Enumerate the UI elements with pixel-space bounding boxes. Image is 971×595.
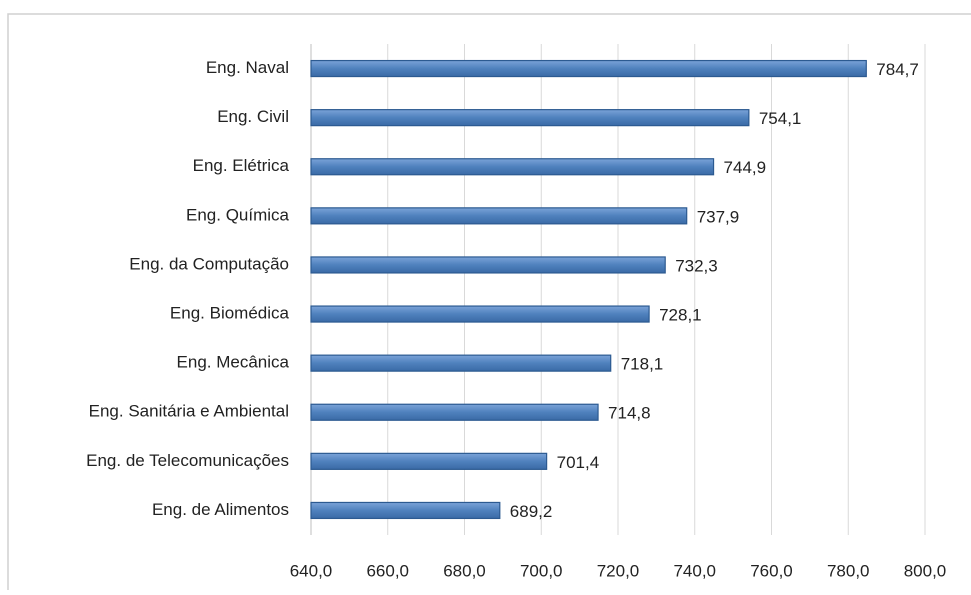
value-label: 744,9: [724, 158, 767, 177]
x-tick-label: 740,0: [673, 561, 716, 580]
bar: [310, 256, 666, 274]
value-label: 718,1: [621, 355, 664, 374]
value-label: 714,8: [608, 404, 651, 423]
bar: [310, 452, 548, 470]
bar: [310, 109, 750, 127]
y-tick-label: Eng. Naval: [206, 58, 289, 77]
y-tick-label: Eng. Civil: [217, 107, 289, 126]
value-label: 784,7: [876, 60, 919, 79]
x-tick-label: 640,0: [290, 561, 333, 580]
y-tick-label: Eng. Biomédica: [170, 304, 290, 323]
x-tick-label: 760,0: [750, 561, 793, 580]
x-tick-label: 780,0: [827, 561, 870, 580]
value-label: 732,3: [675, 256, 718, 275]
y-tick-label: Eng. Sanitária e Ambiental: [89, 402, 289, 421]
y-tick-label: Eng. Química: [186, 205, 290, 224]
bar: [310, 158, 715, 176]
chart-frame: [7, 13, 971, 595]
x-tick-label: 720,0: [597, 561, 640, 580]
x-tick-label: 700,0: [520, 561, 563, 580]
x-tick-label: 660,0: [366, 561, 409, 580]
bar: [310, 59, 867, 78]
bar: [310, 501, 501, 520]
y-tick-label: Eng. de Telecomunicações: [86, 451, 289, 470]
value-label: 689,2: [510, 502, 553, 521]
value-label: 701,4: [557, 453, 600, 472]
bar: [310, 403, 599, 421]
bar: [310, 305, 650, 323]
y-tick-label: Eng. Elétrica: [193, 156, 290, 175]
y-tick-label: Eng. da Computação: [129, 254, 289, 273]
bar: [310, 354, 612, 372]
value-label: 737,9: [697, 207, 740, 226]
value-label: 754,1: [759, 109, 802, 128]
bar: [310, 207, 688, 225]
y-tick-label: Eng. de Alimentos: [152, 500, 289, 519]
x-tick-label: 800,0: [904, 561, 947, 580]
x-tick-label: 680,0: [443, 561, 486, 580]
y-tick-label: Eng. Mecânica: [177, 353, 290, 372]
value-label: 728,1: [659, 306, 702, 325]
